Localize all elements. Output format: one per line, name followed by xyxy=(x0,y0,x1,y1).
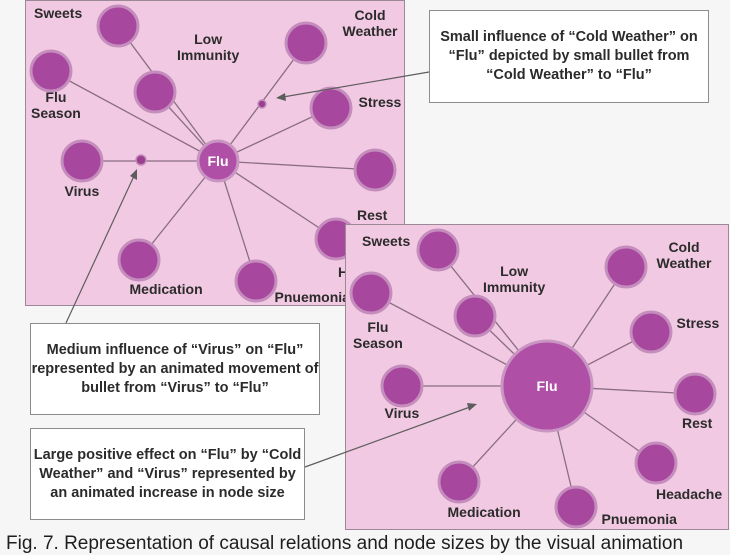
node-flu-hub xyxy=(196,139,240,183)
diagram-panel-after: Sweets Low Immunity Flu Season Cold Weather… xyxy=(345,224,729,530)
node-label-flu-hub: Flu xyxy=(536,378,558,394)
node-sweets xyxy=(416,228,460,272)
figure-caption: Fig. 7. Representation of causal relatio… xyxy=(6,533,684,554)
node-label-virus: Virus xyxy=(64,183,100,199)
node-label-sweets: Sweets xyxy=(34,5,83,21)
node-virus xyxy=(60,139,104,183)
node-label-low-immunity: Low Immunity xyxy=(483,263,546,295)
causal-network-before xyxy=(29,4,397,303)
node-label-virus: Virus xyxy=(384,405,420,421)
node-label-stress: Stress xyxy=(358,94,402,110)
causal-network-after xyxy=(349,228,717,529)
node-medication xyxy=(437,460,481,504)
node-cold-weather xyxy=(604,245,648,289)
node-low-immunity xyxy=(133,70,177,114)
node-label-flu-hub: Flu xyxy=(207,153,229,169)
callout-small-influence-text: Small influence of “Cold Weather” on “Fl… xyxy=(440,29,698,83)
node-sweets xyxy=(96,4,140,48)
influence-bullet-2 xyxy=(135,154,147,166)
nodes xyxy=(29,4,397,303)
callout-large-effect: Large positive effect on “Flu” by “Cold … xyxy=(30,428,305,520)
node-rest xyxy=(673,372,717,416)
node-rest xyxy=(353,148,397,192)
node-pnuemonia xyxy=(554,485,598,529)
node-label-pnuemonia: Pnuemonia xyxy=(274,289,350,305)
node-label-medication: Medication xyxy=(129,281,203,297)
node-flu-hub xyxy=(500,339,594,433)
node-label-headache: Headache xyxy=(656,486,723,502)
node-label-low-immunity: Low Immunity xyxy=(177,31,240,63)
edge-rest-to-flu xyxy=(217,160,376,171)
node-label-sweets: Sweets xyxy=(362,233,411,249)
node-label-medication: Medication xyxy=(447,504,521,520)
node-stress xyxy=(629,310,673,354)
node-label-cold-weather: Cold Weather xyxy=(342,7,398,39)
callout-medium-influence-text: Medium influence of “Virus” on “Flu” rep… xyxy=(31,341,319,396)
node-label-pnuemonia: Pnuemonia xyxy=(601,511,677,527)
node-label-flu-season: Flu Season xyxy=(31,89,81,121)
node-label-rest: Rest xyxy=(682,415,713,431)
nodes xyxy=(349,228,717,529)
node-headache xyxy=(634,441,678,485)
node-stress xyxy=(309,86,353,130)
callout-small-influence: Small influence of “Cold Weather” on “Fl… xyxy=(429,10,709,103)
node-virus xyxy=(380,364,424,408)
node-pnuemonia xyxy=(234,259,278,303)
node-flu-season xyxy=(29,49,73,93)
influence-bullet-1 xyxy=(257,99,267,109)
callout-medium-influence: Medium influence of “Virus” on “Flu” rep… xyxy=(30,323,320,415)
node-cold-weather xyxy=(284,21,328,65)
callout-large-effect-text: Large positive effect on “Flu” by “Cold … xyxy=(33,446,302,501)
node-low-immunity xyxy=(453,294,497,338)
node-medication xyxy=(117,238,161,282)
node-label-cold-weather: Cold Weather xyxy=(656,239,712,271)
edge-flu-season-to-flu xyxy=(50,70,219,162)
edge-headache-to-flu xyxy=(217,160,337,240)
node-label-rest: Rest xyxy=(357,207,388,223)
node-label-stress: Stress xyxy=(676,315,720,331)
node-label-flu-season: Flu Season xyxy=(353,319,403,351)
node-flu-season xyxy=(349,271,393,315)
